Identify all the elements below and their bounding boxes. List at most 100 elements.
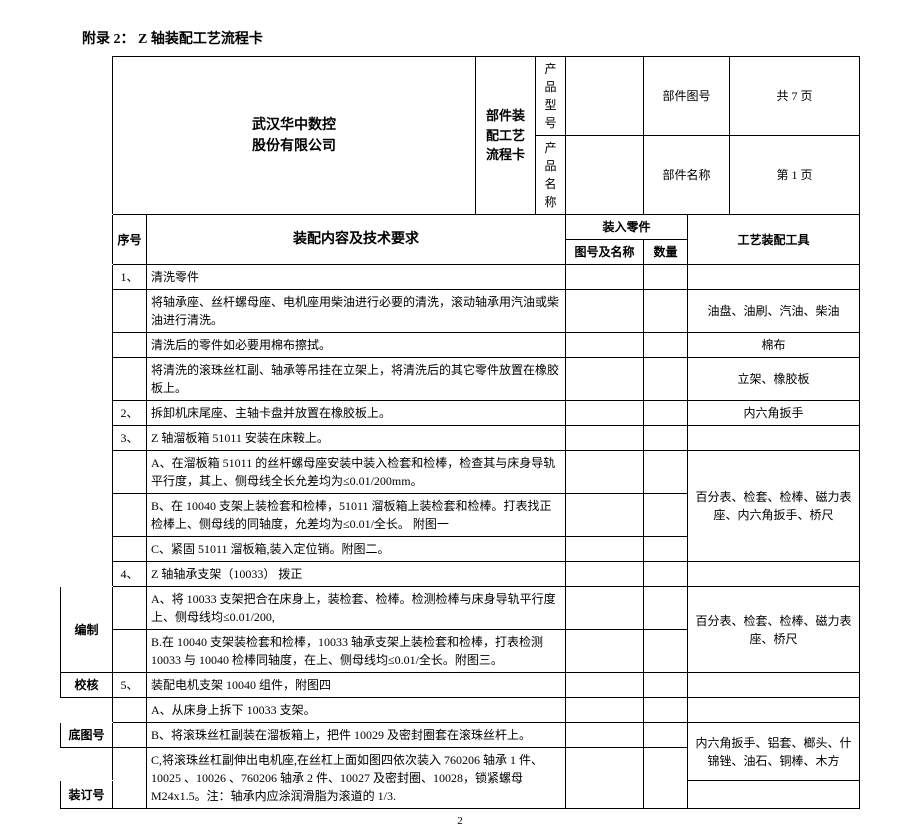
row-text: 清洗后的零件如必要用棉布擦拭。 [147, 333, 566, 358]
seq-empty [113, 451, 147, 494]
cell-partno [565, 451, 643, 494]
row-text: Z 轴溜板箱 51011 安装在床鞍上。 [147, 426, 566, 451]
cell-tool [687, 562, 859, 587]
product-value [565, 136, 643, 215]
row-text: 将轴承座、丝杆螺母座、电机座用柴油进行必要的清洗，滚动轴承用汽油或柴油进行清洗。 [147, 290, 566, 333]
col-content: 装配内容及技术要求 [147, 215, 566, 265]
cell-partno [565, 673, 643, 698]
cell-partno [565, 587, 643, 630]
left-baseno: 底图号 [61, 723, 113, 748]
cell-tool: 立架、橡胶板 [687, 358, 859, 401]
seq-1: 1、 [113, 265, 147, 290]
cell-tool [687, 698, 859, 723]
col-qty: 数量 [643, 240, 687, 265]
row-text: A、从床身上拆下 10033 支架。 [147, 698, 566, 723]
cell-qty [643, 587, 687, 630]
process-card-table: 武汉华中数控 股份有限公司 部件装配工艺流程卡 产品型号 部件图号 共 7 页 … [60, 56, 860, 809]
doc-title: 附录 2： Z 轴装配工艺流程卡 [60, 28, 860, 48]
spacer [61, 265, 113, 587]
left-bind: 装订号 [61, 781, 113, 809]
partname-label: 部件名称 [643, 136, 729, 215]
row-text: 装配电机支架 10040 组件，附图四 [147, 673, 566, 698]
cell-tool: 百分表、检套、检棒、磁力表座、内六角扳手、桥尺 [687, 451, 859, 562]
row-text: B、将滚珠丝杠副装在溜板箱上，把件 10029 及密封圈套在滚珠丝杆上。 [147, 723, 566, 748]
row-text: C、紧固 51011 溜板箱,装入定位销。附图二。 [147, 537, 566, 562]
cell-qty [643, 358, 687, 401]
row-text: B、在 10040 支架上装检套和检棒，51011 溜板箱上装检套和检棒。打表找… [147, 494, 566, 537]
company-l2: 股份有限公司 [252, 139, 336, 154]
cell-qty [643, 537, 687, 562]
seq-empty [113, 333, 147, 358]
cell-qty [643, 698, 687, 723]
cell-partno [565, 426, 643, 451]
cell-partno [565, 401, 643, 426]
cell-partno [565, 265, 643, 290]
spacer [61, 698, 113, 723]
col-tool: 工艺装配工具 [687, 215, 859, 265]
cell-tool [687, 426, 859, 451]
cell-partno [565, 630, 643, 673]
cell-qty [643, 723, 687, 748]
left-check: 校核 [61, 673, 113, 698]
row-text: 清洗零件 [147, 265, 566, 290]
seq-empty [113, 537, 147, 562]
cell-partno [565, 358, 643, 401]
cell-partno [565, 333, 643, 358]
row-text: Z 轴轴承支架（10033） 拨正 [147, 562, 566, 587]
seq-3: 3、 [113, 426, 147, 451]
row-text: 拆卸机床尾座、主轴卡盘并放置在橡胶板上。 [147, 401, 566, 426]
company-l1: 武汉华中数控 [252, 118, 336, 133]
spacer [61, 748, 113, 781]
cell-tool: 油盘、油刷、汽油、柴油 [687, 290, 859, 333]
row-text: B.在 10040 支架装检套和检棒，10033 轴承支架上装检套和检棒，打表检… [147, 630, 566, 673]
cell-qty [643, 494, 687, 537]
model-label: 产品型号 [535, 57, 565, 136]
seq-4: 4、 [113, 562, 147, 587]
col-parts: 装入零件 [565, 215, 687, 240]
cell-qty [643, 630, 687, 673]
seq-2: 2、 [113, 401, 147, 426]
seq-empty [113, 630, 147, 673]
col-seq: 序号 [113, 215, 147, 265]
cell-tool: 内六角扳手、铝套、榔头、什锦锉、油石、铜棒、木方 [687, 723, 859, 781]
seq-empty [113, 290, 147, 333]
seq-empty [113, 587, 147, 630]
cell-tool: 内六角扳手 [687, 401, 859, 426]
row-text: C,将滚珠丝杠副伸出电机座,在丝杠上面如图四依次装入 760206 轴承 1 件… [147, 748, 566, 809]
partno-label: 部件图号 [643, 57, 729, 136]
pages-current: 第 1 页 [730, 136, 860, 215]
left-edit: 编制 [61, 587, 113, 673]
cell-partno [565, 494, 643, 537]
company-name: 武汉华中数控 股份有限公司 [113, 57, 476, 215]
cell-partno [565, 698, 643, 723]
card-name: 部件装配工艺流程卡 [475, 57, 535, 215]
product-label: 产品名称 [535, 136, 565, 215]
cell-partno [565, 290, 643, 333]
cell-tool [687, 673, 859, 698]
row-text: A、在溜板箱 51011 的丝杆螺母座安装中装入检套和检棒，检查其与床身导轨平行… [147, 451, 566, 494]
seq-empty [113, 748, 147, 809]
cell-tool [687, 781, 859, 809]
col-partno: 图号及名称 [565, 240, 643, 265]
cell-qty [643, 451, 687, 494]
seq-empty [113, 358, 147, 401]
model-value [565, 57, 643, 136]
cell-partno [565, 723, 643, 748]
cell-qty [643, 333, 687, 358]
cell-qty [643, 673, 687, 698]
seq-empty [113, 494, 147, 537]
row-text: 将清洗的滚珠丝杠副、轴承等吊挂在立架上，将清洗后的其它零件放置在橡胶板上。 [147, 358, 566, 401]
cell-qty [643, 290, 687, 333]
pages-total: 共 7 页 [730, 57, 860, 136]
cell-partno [565, 537, 643, 562]
cell-qty [643, 562, 687, 587]
cell-partno [565, 748, 643, 809]
spacer [61, 215, 113, 265]
seq-empty [113, 698, 147, 723]
cell-tool [687, 265, 859, 290]
cell-tool: 棉布 [687, 333, 859, 358]
cell-qty [643, 426, 687, 451]
row-text: A、将 10033 支架把合在床身上，装检套、检棒。检测检棒与床身导轨平行度上、… [147, 587, 566, 630]
cell-tool: 百分表、检套、检棒、磁力表座、桥尺 [687, 587, 859, 673]
spacer [61, 57, 113, 215]
